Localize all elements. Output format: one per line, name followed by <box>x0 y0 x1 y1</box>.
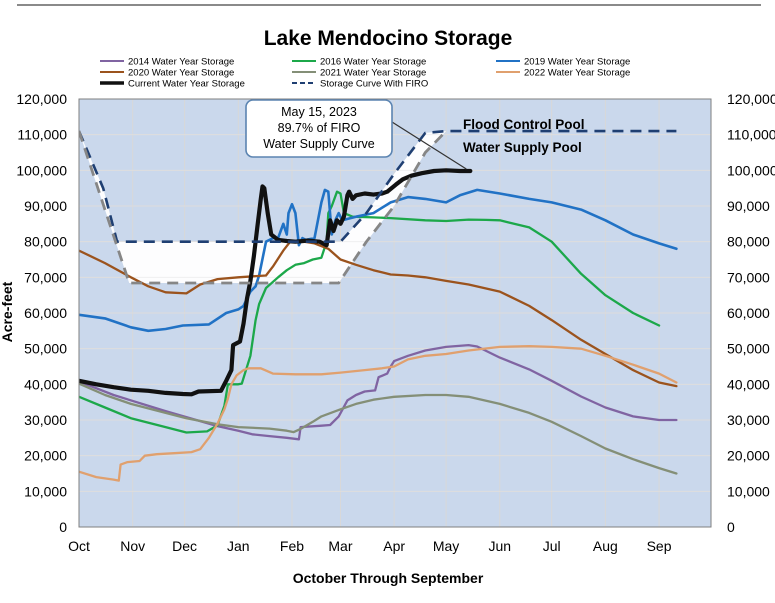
callout-text-line: May 15, 2023 <box>281 105 357 119</box>
water-supply-band <box>79 131 447 283</box>
series-line-current-water-year-storage <box>79 168 473 397</box>
y-tick-label-right: 110,000 <box>727 127 775 143</box>
y-tick-label-right: 60,000 <box>727 305 770 321</box>
y-tick-label-right: 90,000 <box>727 198 770 214</box>
callout-leader <box>391 121 467 170</box>
y-tick-label-right: 10,000 <box>727 483 770 499</box>
flood-control-pool-label: Flood Control Pool <box>463 117 584 132</box>
legend-box <box>95 53 675 89</box>
y-tick-label-left: 40,000 <box>24 376 67 392</box>
water-supply-pool-label: Water Supply Pool <box>463 140 582 155</box>
legend-label-2022-water-year-storage: 2022 Water Year Storage <box>524 68 630 79</box>
x-tick-label: Jul <box>543 538 561 554</box>
y-tick-label-right: 0 <box>727 519 735 535</box>
y-tick-label-right: 120,000 <box>727 91 775 107</box>
top-rule <box>17 4 761 6</box>
callout-text-line: 89.7% of FIRO <box>278 121 361 135</box>
y-tick-label-left: 0 <box>59 519 67 535</box>
legend-label-2021-water-year-storage: 2021 Water Year Storage <box>320 68 426 79</box>
x-axis-label: October Through September <box>293 570 484 586</box>
x-tick-label: Apr <box>383 538 405 554</box>
y-tick-label-left: 60,000 <box>24 305 67 321</box>
legend-label-2014-water-year-storage: 2014 Water Year Storage <box>128 57 234 68</box>
y-tick-label-right: 70,000 <box>727 269 770 285</box>
callout-box <box>245 99 393 158</box>
y-tick-label-right: 100,000 <box>727 162 775 178</box>
series-line-storage-curve-with-firo <box>79 129 677 243</box>
y-tick-label-left: 10,000 <box>24 483 67 499</box>
x-tick-label: Jan <box>227 538 250 554</box>
y-tick-label-right: 20,000 <box>727 448 770 464</box>
y-tick-label-left: 50,000 <box>24 341 67 357</box>
y-tick-label-right: 80,000 <box>727 234 770 250</box>
y-tick-label-right: 40,000 <box>727 376 770 392</box>
y-tick-label-left: 80,000 <box>24 234 67 250</box>
series-line-2020-water-year-storage <box>79 240 678 388</box>
y-tick-label-right: 30,000 <box>727 412 770 428</box>
x-tick-label: May <box>433 538 459 554</box>
legend-label-2016-water-year-storage: 2016 Water Year Storage <box>320 57 426 68</box>
y-tick-label-left: 110,000 <box>17 127 67 143</box>
x-tick-label: Aug <box>593 538 618 554</box>
legend-label-storage-curve-with-firo: Storage Curve With FIRO <box>320 79 428 90</box>
y-tick-label-left: 120,000 <box>16 91 67 107</box>
x-tick-label: Dec <box>172 538 197 554</box>
y-axis-label: Acre-feet <box>0 281 15 342</box>
legend-label-2020-water-year-storage: 2020 Water Year Storage <box>128 68 234 79</box>
y-tick-label-left: 20,000 <box>24 448 67 464</box>
legend-label-2019-water-year-storage: 2019 Water Year Storage <box>524 57 630 68</box>
callout-text-line: Water Supply Curve <box>263 137 374 151</box>
plot-border <box>78 98 712 528</box>
x-tick-label: Oct <box>68 538 90 554</box>
legend-label-current-water-year-storage: Current Water Year Storage <box>128 79 245 90</box>
annotation-callout: May 15, 2023 89.7% of FIRO Water Supply Cu… <box>245 99 467 170</box>
y-tick-label-left: 100,000 <box>16 162 67 178</box>
series-line-2021-water-year-storage <box>79 382 678 475</box>
x-tick-label: Mar <box>328 538 352 554</box>
y-tick-label-left: 30,000 <box>24 412 67 428</box>
x-tick-label: Sep <box>647 538 672 554</box>
series-line-2022-water-year-storage <box>79 345 678 482</box>
y-tick-label-left: 90,000 <box>24 198 67 214</box>
x-tick-label: Feb <box>280 538 304 554</box>
y-tick-label-right: 50,000 <box>727 341 770 357</box>
x-tick-label: Jun <box>488 538 511 554</box>
series-line-2014-water-year-storage <box>79 343 678 441</box>
chart-title: Lake Mendocino Storage <box>264 27 513 50</box>
plot-area: 0 0 10,000 10,000 20,000 20,000 30,000 30,000 40… <box>16 91 775 554</box>
legend: 2014 Water Year Storage 2016 Water Year S… <box>95 53 675 90</box>
y-tick-label-left: 70,000 <box>24 269 67 285</box>
x-tick-label: Nov <box>120 538 145 554</box>
